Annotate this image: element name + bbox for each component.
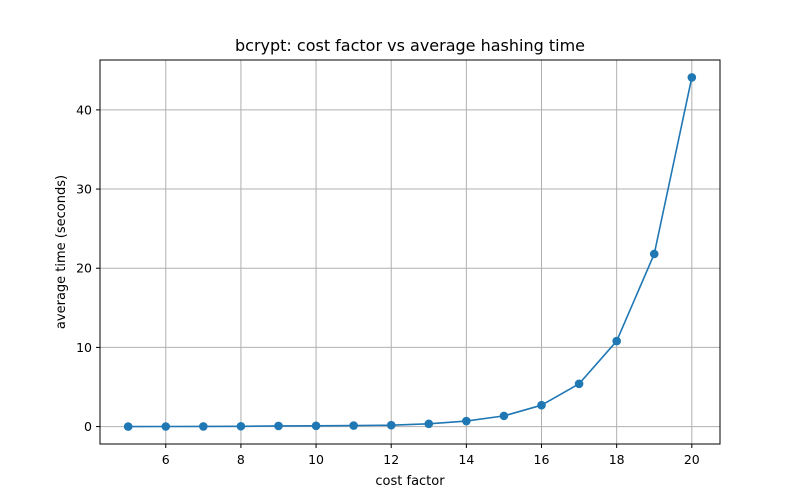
x-tick-label: 18 [609,452,625,467]
y-tick-label: 10 [76,340,92,355]
data-point [274,421,283,431]
y-axis-label: average time (seconds) [54,175,69,329]
data-point [424,419,434,429]
x-axis-label: cost factor [375,474,445,489]
chart-title: bcrypt: cost factor vs average hashing t… [235,36,585,55]
series-line [128,77,693,428]
data-point [687,73,697,82]
plot-frame [99,59,721,445]
x-tick-label: 20 [684,452,700,467]
x-tick-label: 16 [534,452,550,467]
data-point [499,411,509,421]
data-point [537,400,546,410]
y-tick-label: 40 [76,102,92,117]
x-tick-label: 6 [162,452,170,467]
data-point [612,336,621,346]
data-point [311,421,321,431]
data-point [161,422,171,431]
data-point [386,420,396,430]
data-point [649,249,659,259]
data-point [123,422,133,431]
series-layer [123,73,697,431]
x-tick-label: 14 [458,452,474,467]
data-point [236,421,246,431]
grid [100,60,720,444]
y-tick-label: 30 [76,182,92,197]
x-tick-label: 12 [383,452,399,467]
data-point [199,422,208,431]
y-tick-label: 0 [84,419,92,434]
x-tick-label: 10 [308,452,324,467]
y-tick-label: 20 [76,261,92,276]
data-point [462,416,471,426]
data-point [349,421,358,430]
data-point [574,379,584,389]
x-tick-label: 8 [237,452,245,467]
ticks: 6 8 10 12 14 16 18 20 0 10 20 30 40 [76,102,700,467]
